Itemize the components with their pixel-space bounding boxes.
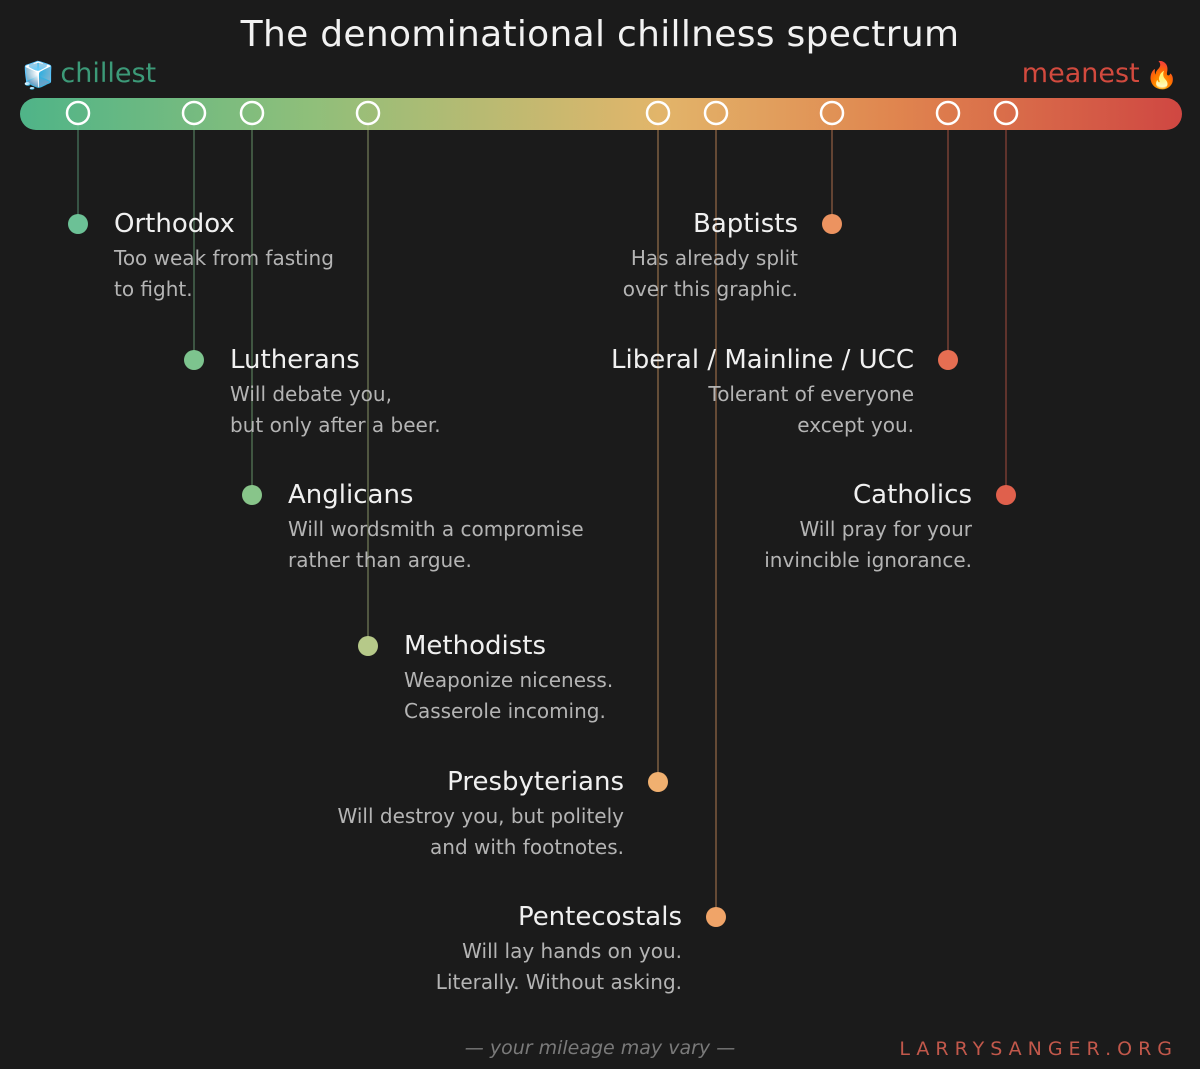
denomination-pentecostals: Pentecostals Will lay hands on you. Litera… bbox=[182, 900, 682, 998]
meanest-text: meanest bbox=[1021, 58, 1140, 89]
description-line: Tolerant of everyone bbox=[708, 382, 914, 406]
denomination-name: Methodists bbox=[404, 631, 547, 661]
denomination-description: Will wordsmith a compromise rather than a… bbox=[288, 514, 788, 576]
brand-watermark: LARRYSANGER.ORG bbox=[899, 1038, 1178, 1060]
denomination-baptists: Baptists Has already split over this graph… bbox=[298, 207, 798, 305]
bar-marker-presbyterians bbox=[645, 100, 671, 126]
label-dot-methodists bbox=[358, 636, 378, 656]
denomination-description: Will lay hands on you. Literally. Without… bbox=[182, 936, 682, 998]
description-line: Literally. Without asking. bbox=[435, 970, 682, 994]
bar-marker-methodists bbox=[355, 100, 381, 126]
description-line: Too weak from fasting bbox=[114, 246, 334, 270]
denomination-description: Too weak from fasting to fight. bbox=[114, 243, 614, 305]
label-dot-anglicans bbox=[242, 485, 262, 505]
bar-marker-catholics bbox=[993, 100, 1019, 126]
bar-marker-baptists bbox=[819, 100, 845, 126]
denomination-anglicans: Anglicans Will wordsmith a compromise rath… bbox=[288, 478, 788, 576]
denomination-liberal-mainline-ucc: Liberal / Mainline / UCC Tolerant of ever… bbox=[414, 343, 914, 441]
denomination-name: Baptists bbox=[693, 209, 798, 239]
description-line: to fight. bbox=[114, 277, 193, 301]
description-line: over this graphic. bbox=[622, 277, 798, 301]
bar-marker-pentecostals bbox=[703, 100, 729, 126]
description-line: Will wordsmith a compromise bbox=[288, 517, 584, 541]
denomination-catholics: Catholics Will pray for your invincible ig… bbox=[472, 478, 972, 576]
denomination-presbyterians: Presbyterians Will destroy you, but polit… bbox=[124, 765, 624, 863]
bar-marker-orthodox bbox=[65, 100, 91, 126]
description-line: rather than argue. bbox=[288, 548, 472, 572]
label-dot-baptists bbox=[822, 214, 842, 234]
label-dot-orthodox bbox=[68, 214, 88, 234]
label-dot-presbyterians bbox=[648, 772, 668, 792]
bar-marker-anglicans bbox=[239, 100, 265, 126]
denomination-lutherans: Lutherans Will debate you, but only after … bbox=[230, 343, 730, 441]
denomination-description: Weaponize niceness. Casserole incoming. bbox=[404, 665, 904, 727]
denomination-description: Will pray for your invincible ignorance. bbox=[472, 514, 972, 576]
denomination-name: Pentecostals bbox=[517, 902, 682, 932]
spectrum-bar bbox=[20, 98, 1182, 130]
description-line: Will destroy you, but politely bbox=[337, 804, 624, 828]
description-line: Will pray for your bbox=[799, 517, 972, 541]
description-line: Will lay hands on you. bbox=[462, 939, 682, 963]
denomination-name: Lutherans bbox=[230, 345, 360, 375]
denomination-description: Tolerant of everyone except you. bbox=[414, 379, 914, 441]
description-line: and with footnotes. bbox=[430, 835, 624, 859]
denomination-name: Anglicans bbox=[288, 480, 414, 510]
description-line: Has already split bbox=[630, 246, 798, 270]
meanest-label: meanest 🔥 bbox=[1022, 58, 1178, 91]
description-line: Casserole incoming. bbox=[404, 699, 606, 723]
footer-note: — your mileage may vary — bbox=[464, 1037, 736, 1059]
denomination-description: Has already split over this graphic. bbox=[298, 243, 798, 305]
denomination-methodists: Methodists Weaponize niceness. Casserole i… bbox=[404, 629, 904, 727]
bar-marker-lutherans bbox=[181, 100, 207, 126]
fire-icon: 🔥 bbox=[1145, 61, 1178, 91]
denomination-description: Will destroy you, but politely and with f… bbox=[124, 801, 624, 863]
denomination-name: Presbyterians bbox=[447, 767, 624, 797]
description-line: except you. bbox=[797, 413, 914, 437]
description-line: but only after a beer. bbox=[230, 413, 441, 437]
bar-marker-liberal-mainline-ucc bbox=[935, 100, 961, 126]
description-line: Will debate you, bbox=[230, 382, 392, 406]
chillest-text: chillest bbox=[60, 58, 157, 89]
denomination-name: Catholics bbox=[853, 480, 972, 510]
description-line: invincible ignorance. bbox=[764, 548, 972, 572]
description-line: Weaponize niceness. bbox=[404, 668, 614, 692]
ice-cube-icon: 🧊 bbox=[22, 61, 55, 91]
label-dot-lutherans bbox=[184, 350, 204, 370]
label-dot-pentecostals bbox=[706, 907, 726, 927]
denomination-name: Liberal / Mainline / UCC bbox=[611, 345, 914, 375]
denomination-description: Will debate you, but only after a beer. bbox=[230, 379, 730, 441]
denomination-name: Orthodox bbox=[114, 209, 235, 239]
chillest-label: 🧊 chillest bbox=[22, 58, 156, 91]
denomination-orthodox: Orthodox Too weak from fasting to fight. bbox=[114, 207, 614, 305]
label-dot-catholics bbox=[996, 485, 1016, 505]
label-dot-liberal-mainline-ucc bbox=[938, 350, 958, 370]
page-title: The denominational chillness spectrum bbox=[240, 14, 960, 55]
